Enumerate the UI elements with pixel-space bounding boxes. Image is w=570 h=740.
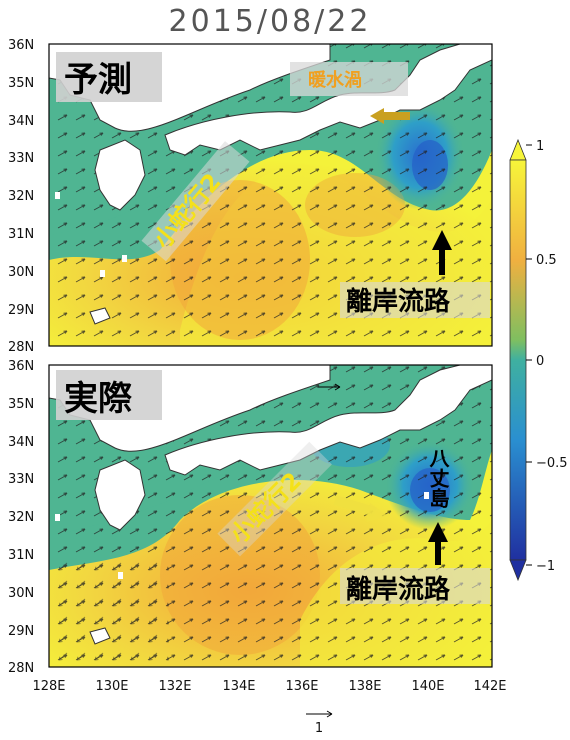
lon-tick: 142E (473, 679, 506, 694)
lat-tick: 30N (8, 265, 34, 280)
reference-vector-inset (318, 383, 341, 391)
lon-tick: 138E (348, 679, 381, 694)
lat-tick: 30N (8, 586, 34, 601)
lat-tick: 33N (8, 151, 34, 166)
lat-tick: 28N (8, 340, 34, 355)
lat-tick: 28N (8, 661, 34, 676)
lat-tick: 36N (8, 359, 34, 374)
colorbar-tick: 0.5 (536, 253, 557, 268)
offshore-arrow-icon (432, 230, 452, 250)
annotation-warm-eddy: 暖水渦 (308, 69, 362, 91)
colorbar-tick: −1 (536, 559, 555, 574)
lon-tick: 128E (32, 679, 65, 694)
lat-tick: 35N (8, 76, 34, 91)
reference-vector-label: 1 (315, 721, 323, 736)
lat-tick: 35N (8, 397, 34, 412)
lon-tick: 132E (158, 679, 191, 694)
panel-label-forecast: 予測 (64, 60, 132, 100)
map-title: 2015/08/22 (168, 4, 372, 39)
lat-tick: 33N (8, 472, 34, 487)
annotation-island: 八丈島 (426, 448, 450, 508)
lat-tick: 31N (8, 227, 34, 242)
panel-label-actual: 実際 (64, 379, 132, 419)
lon-tick: 140E (411, 679, 444, 694)
lat-tick: 29N (8, 303, 34, 318)
lat-tick: 32N (8, 189, 34, 204)
panel-forecast: 予測 暖水渦 小蛇行2 離岸流路 (48, 43, 493, 347)
lat-tick: 31N (8, 548, 34, 563)
lat-tick: 32N (8, 510, 34, 525)
colorbar-tick: −0.5 (536, 456, 568, 471)
lon-tick: 136E (285, 679, 318, 694)
lat-tick: 34N (8, 114, 34, 129)
meander-arrow-icon (366, 503, 388, 522)
lat-tick: 34N (8, 435, 34, 450)
warm-eddy-arrow-icon (370, 108, 384, 124)
lon-tick: 134E (222, 679, 255, 694)
lat-axis-actual: 36N 35N 34N 33N 32N 31N 30N 29N 28N (8, 359, 34, 676)
colorbar-tick: 0 (536, 354, 544, 369)
lat-tick: 29N (8, 624, 34, 639)
lat-axis-forecast: 36N 35N 34N 33N 32N 31N 30N 29N 28N (8, 38, 34, 355)
annotation-offshore-actual: 離岸流路 (346, 574, 451, 605)
colorbar: 1 0.5 0 −0.5 −1 (509, 138, 568, 582)
lat-tick: 36N (8, 38, 34, 53)
lon-tick: 130E (95, 679, 128, 694)
lon-axis: 128E 130E 132E 134E 136E 138E 140E 142E (32, 679, 506, 694)
annotation-offshore-forecast: 離岸流路 (346, 286, 451, 317)
panel-actual: 実際 小蛇行2 離岸流路 八丈島 (48, 364, 493, 668)
reference-vector: 1 (306, 710, 333, 736)
offshore-arrow-actual-icon (428, 522, 448, 542)
colorbar-tick: 1 (536, 139, 544, 154)
